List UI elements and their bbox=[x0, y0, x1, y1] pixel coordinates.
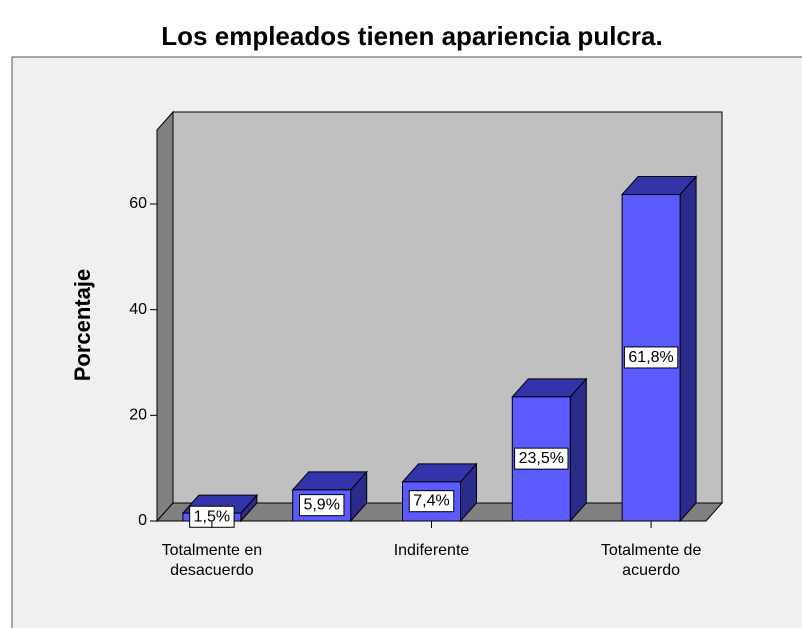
y-tick-label: 40 bbox=[129, 301, 147, 318]
y-tick-label: 60 bbox=[129, 195, 147, 212]
data-label-box bbox=[623, 346, 679, 369]
x-tick-label: Totalmente de acuerdo bbox=[601, 542, 702, 579]
y-tick-label: 20 bbox=[129, 407, 147, 424]
data-label: 1,5% bbox=[194, 508, 230, 525]
bar-side bbox=[679, 175, 697, 523]
bar-side bbox=[569, 377, 587, 523]
data-label-box bbox=[408, 490, 455, 513]
y-axis-label: Porcentaje bbox=[70, 269, 95, 382]
data-label: 5,9% bbox=[303, 497, 339, 514]
x-tick-label: Indiferente bbox=[394, 542, 470, 559]
data-label-box bbox=[514, 447, 569, 470]
data-label-box bbox=[298, 494, 345, 517]
y-tick-label: 0 bbox=[138, 512, 147, 529]
chart-title: Los empleados tienen apariencia pulcra. bbox=[161, 21, 662, 51]
data-label: 61,8% bbox=[628, 349, 673, 366]
x-tick-label: Totalmente en desacuerdo bbox=[162, 542, 263, 579]
data-label: 7,4% bbox=[413, 493, 449, 510]
left-wall bbox=[156, 110, 174, 523]
data-label: 23,5% bbox=[519, 450, 564, 467]
